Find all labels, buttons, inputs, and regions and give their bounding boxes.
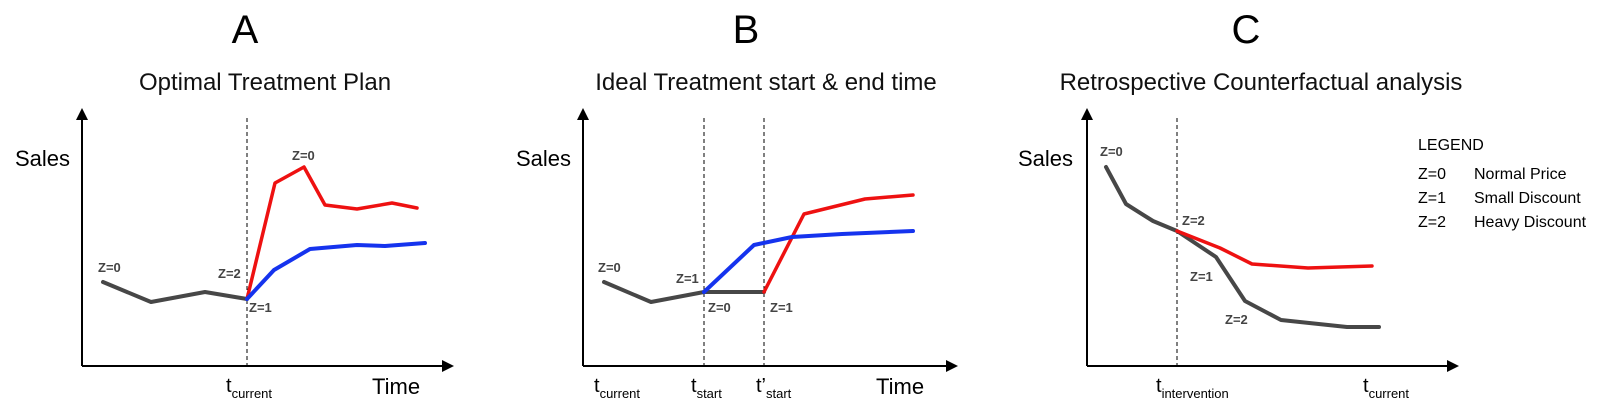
panel-c-history-line [1104, 165, 1381, 329]
svg-text:tcurrent: tcurrent [226, 375, 272, 401]
legend-title: LEGEND [1418, 137, 1484, 154]
panel-a-zlabel-4: Z=1 [249, 300, 272, 315]
panel-b-time-mark-start: tstart [691, 375, 722, 401]
panel-a-history-line [101, 280, 249, 304]
svg-text:tcurrent: tcurrent [1363, 375, 1409, 401]
panel-b-letter: B [733, 8, 760, 52]
panel-a-zlabel-1: Z=0 [98, 260, 121, 275]
panel-c-title: Retrospective Counterfactual analysis [1060, 69, 1463, 96]
panel-b-zlabel-1: Z=0 [598, 260, 621, 275]
tmark-sub: current [600, 386, 641, 401]
panel-b-zlabel-3: Z=0 [708, 300, 731, 315]
panel-b: B Ideal Treatment start & end time Sales… [516, 8, 958, 401]
panel-b-ylabel: Sales [516, 146, 571, 171]
svg-text:t’start: t’start [756, 375, 792, 401]
legend-code-z1: Z=1 [1418, 190, 1446, 207]
tmark-main: t [1156, 375, 1162, 397]
panel-c-zlabel-1: Z=0 [1100, 144, 1123, 159]
panel-a-blue-line [245, 241, 427, 301]
panel-a-zlabel-3: Z=0 [292, 148, 315, 163]
panel-c-zlabel-3: Z=1 [1190, 269, 1213, 284]
svg-text:tstart: tstart [691, 375, 722, 401]
panel-b-title: Ideal Treatment start & end time [595, 69, 937, 96]
panel-a-zlabel-2: Z=2 [218, 266, 241, 281]
panel-a-title: Optimal Treatment Plan [139, 69, 391, 96]
panel-a-xlabel: Time [372, 374, 420, 399]
legend-code-z0: Z=0 [1418, 166, 1446, 183]
tmark-main: t [1363, 375, 1369, 397]
panel-c-time-mark-current: tcurrent [1363, 375, 1409, 401]
legend-desc-heavy: Heavy Discount [1474, 214, 1587, 231]
legend-desc-small: Small Discount [1474, 190, 1581, 207]
panel-b-zlabel-2: Z=1 [676, 271, 699, 286]
tmark-sub: start [697, 386, 723, 401]
panel-c-letter: C [1232, 8, 1261, 52]
tmark-sub: current [232, 386, 273, 401]
panel-c-ylabel: Sales [1018, 146, 1073, 171]
panel-c-time-mark-intervention: tintervention [1156, 375, 1229, 401]
tmark-sub: intervention [1162, 386, 1229, 401]
panel-a-letter: A [232, 8, 259, 52]
panel-b-time-mark-start-prime: t’start [756, 375, 792, 401]
legend-desc-normal: Normal Price [1474, 166, 1567, 183]
panel-a-time-mark-current: tcurrent [226, 375, 272, 401]
tmark-main: t [594, 375, 600, 397]
panel-c-red-line [1175, 229, 1374, 270]
tmark-main: t’ [756, 375, 766, 397]
panel-a-ylabel: Sales [15, 146, 70, 171]
tmark-main: t [226, 375, 232, 397]
panel-c-zlabel-2: Z=2 [1182, 213, 1205, 228]
tmark-main: t [691, 375, 697, 397]
panel-b-xlabel: Time [876, 374, 924, 399]
panel-a: A Optimal Treatment Plan Sales Time Z=0 … [15, 8, 454, 401]
legend-code-z2: Z=2 [1418, 214, 1446, 231]
panel-b-time-mark-current: tcurrent [594, 375, 640, 401]
panel-b-history-line [602, 280, 766, 304]
panel-c: C Retrospective Counterfactual analysis … [1018, 8, 1587, 401]
legend: LEGEND Z=0 Normal Price Z=1 Small Discou… [1418, 137, 1587, 231]
panel-b-red-line [762, 193, 915, 294]
panel-a-red-line [245, 165, 419, 301]
panel-c-zlabel-4: Z=2 [1225, 312, 1248, 327]
panel-b-blue-line [702, 229, 915, 294]
svg-text:tcurrent: tcurrent [594, 375, 640, 401]
tmark-sub: current [1369, 386, 1410, 401]
panel-b-zlabel-4: Z=1 [770, 300, 793, 315]
tmark-sub: start [766, 386, 792, 401]
svg-text:tintervention: tintervention [1156, 375, 1229, 401]
